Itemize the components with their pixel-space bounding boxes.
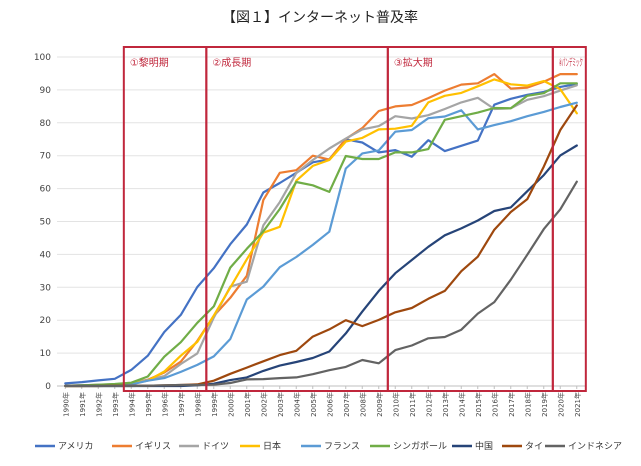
legend-label: フランス — [324, 441, 360, 452]
y-tick-label: 100 — [34, 53, 51, 63]
series-line-1 — [64, 72, 578, 387]
x-tick-label: 2004年 — [292, 392, 301, 417]
x-tick-label: 2003年 — [276, 392, 285, 417]
x-tick-label: 1994年 — [127, 392, 136, 417]
x-tick-label: 2014年 — [457, 392, 466, 417]
x-tick-label: 1992年 — [94, 392, 103, 417]
legend-label: 日本 — [263, 440, 281, 452]
x-tick-label: 2015年 — [474, 392, 483, 417]
x-tick-label: 2021年 — [573, 392, 582, 417]
y-tick-label: 0 — [45, 382, 51, 392]
x-tick-label: 2000年 — [226, 392, 235, 417]
phase-label: ③拡大期 — [394, 56, 433, 69]
x-tick-label: 1996年 — [160, 392, 169, 417]
x-tick-label: 2011年 — [408, 392, 417, 417]
phase-box — [205, 46, 389, 392]
y-tick-label: 90 — [40, 86, 52, 96]
series-line-7 — [64, 104, 578, 388]
phase-boxes: ①黎明期 ②成長期 ③拡大期 ④パンデミック — [122, 46, 587, 392]
y-tick-label: 70 — [40, 152, 52, 162]
x-tick-label: 1998年 — [193, 392, 202, 417]
y-tick-label: 30 — [40, 283, 52, 293]
x-tick-label: 2008年 — [358, 392, 367, 417]
y-tick-label: 40 — [40, 250, 52, 260]
phase-label: ④パンデミック — [559, 56, 583, 69]
x-tick-label: 2007年 — [342, 392, 351, 417]
phase-label: ①黎明期 — [130, 56, 169, 69]
legend-label: インドネシア — [568, 441, 622, 452]
x-tick-label: 2002年 — [259, 392, 268, 417]
y-tick-label: 80 — [40, 119, 52, 129]
x-tick-label: 2018年 — [523, 392, 532, 417]
legend-label: イギリス — [135, 441, 171, 452]
x-tick-label: 2016年 — [490, 392, 499, 417]
series-line-5 — [64, 82, 578, 388]
x-tick-label: 2009年 — [375, 392, 384, 417]
series-line-6 — [64, 144, 578, 388]
x-axis: 1990年 1991年 1992年 1993年 1994年 1995年 1996年 1997年… — [61, 386, 582, 417]
x-tick-label: 1995年 — [144, 392, 153, 417]
x-tick-label: 2005年 — [309, 392, 318, 417]
series-line-0 — [64, 82, 578, 385]
legend-label: アメリカ — [58, 441, 94, 452]
legend: アメリカ イギリス ドイツ 日本 フランス シンガポール 中国 タイ インドネシア — [35, 440, 622, 452]
y-tick-label: 50 — [40, 218, 52, 228]
x-tick-label: 2020年 — [556, 392, 565, 417]
x-tick-label: 1999年 — [210, 392, 219, 417]
y-tick-label: 20 — [40, 316, 52, 326]
series-line-4 — [64, 101, 578, 387]
x-tick-label: 2006年 — [325, 392, 334, 417]
legend-label: 中国 — [475, 440, 493, 452]
legend-label: タイ — [525, 441, 543, 452]
x-tick-label: 2019年 — [540, 392, 549, 417]
chart-title: 【図１】インターネット普及率 — [222, 9, 418, 26]
legend-label: ドイツ — [202, 442, 229, 452]
x-tick-label: 1990年 — [61, 392, 70, 417]
series-line-2 — [64, 84, 578, 387]
x-tick-label: 2013年 — [441, 392, 450, 417]
y-tick-label: 10 — [40, 349, 52, 359]
x-tick-label: 1993年 — [111, 392, 120, 417]
series-line-8 — [64, 180, 578, 388]
phase-label: ②成長期 — [212, 57, 251, 69]
phase-box — [122, 46, 208, 392]
y-axis: 0 10 20 30 40 50 60 70 80 90 100 — [34, 53, 51, 392]
x-tick-label: 2001年 — [243, 392, 252, 417]
x-tick-label: 1997年 — [177, 392, 186, 417]
phase-box — [551, 46, 587, 392]
x-tick-label: 2017年 — [507, 392, 516, 417]
series-line-3 — [64, 78, 578, 388]
series-lines — [64, 72, 578, 388]
legend-label: シンガポール — [393, 441, 447, 452]
y-tick-label: 60 — [40, 185, 52, 195]
gridlines — [57, 56, 585, 387]
x-tick-label: 1991年 — [78, 392, 87, 417]
x-tick-label: 2010年 — [391, 392, 400, 417]
x-tick-label: 2012年 — [424, 392, 433, 417]
